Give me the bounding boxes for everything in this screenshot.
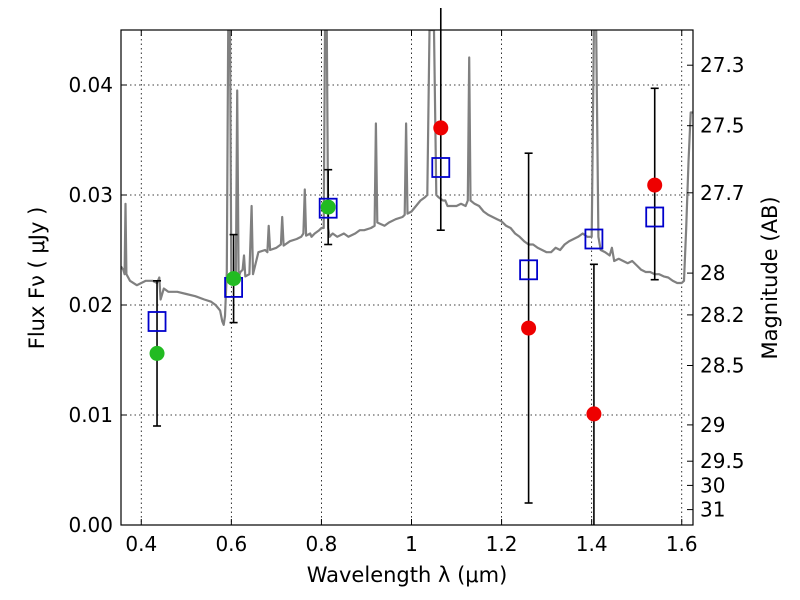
y-tick-label: 0.04 [68,73,113,97]
right-tick-label: 30 [700,473,725,497]
x-axis-ticks: 0.4 0.6 0.8 1 1.2 1.4 1.6 [125,30,698,556]
right-axis-label: Magnitude (AB) [758,196,782,359]
x-tick-label: 0.4 [125,532,157,556]
data-markers [147,120,665,422]
y-tick-label: 0.00 [68,513,113,537]
model-flux-square [431,157,451,178]
model-flux-square [318,197,338,219]
right-tick-label: 31 [700,498,725,522]
upper-limit-point [433,120,449,136]
plot-frame [120,29,694,526]
model-flux-square [147,311,167,332]
y-tick-label: 0.02 [68,293,113,317]
right-tick-label: 28.2 [700,303,745,327]
model-flux-square [584,228,604,250]
y-axis-ticks: 0.00 0.01 0.02 0.03 0.04 [68,73,127,537]
model-flux-square [519,259,539,281]
upper-limit-point [647,177,663,193]
x-axis-label: Wavelength λ (μm) [307,563,508,587]
right-tick-label: 27.7 [700,181,745,205]
plot-area [121,30,693,326]
upper-limit-point [586,406,602,422]
plot-background [121,30,693,525]
x-tick-label: 1 [405,532,418,556]
right-tick-label: 28 [700,261,725,285]
upper-limit-point [521,320,537,336]
y-tick-label: 0.03 [68,183,113,207]
x-tick-label: 0.8 [306,532,338,556]
x-tick-label: 0.6 [215,532,247,556]
detected-point [149,345,165,361]
model-spectrum-line [121,30,693,326]
right-tick-label: 28.5 [700,354,745,378]
detected-point [320,199,336,215]
right-tick-label: 29 [700,413,725,437]
right-tick-label: 27.3 [700,53,745,77]
x-tick-label: 1.6 [666,532,698,556]
x-tick-label: 1.4 [576,532,608,556]
y-tick-label: 0.01 [68,403,113,427]
model-flux-square [645,206,665,228]
x-tick-label: 1.2 [486,532,518,556]
y-axis-label: Flux Fν ( μJy ) [25,207,49,350]
detected-point [226,271,242,287]
right-tick-label: 27.5 [700,114,745,138]
right-tick-label: 29.5 [700,449,745,473]
